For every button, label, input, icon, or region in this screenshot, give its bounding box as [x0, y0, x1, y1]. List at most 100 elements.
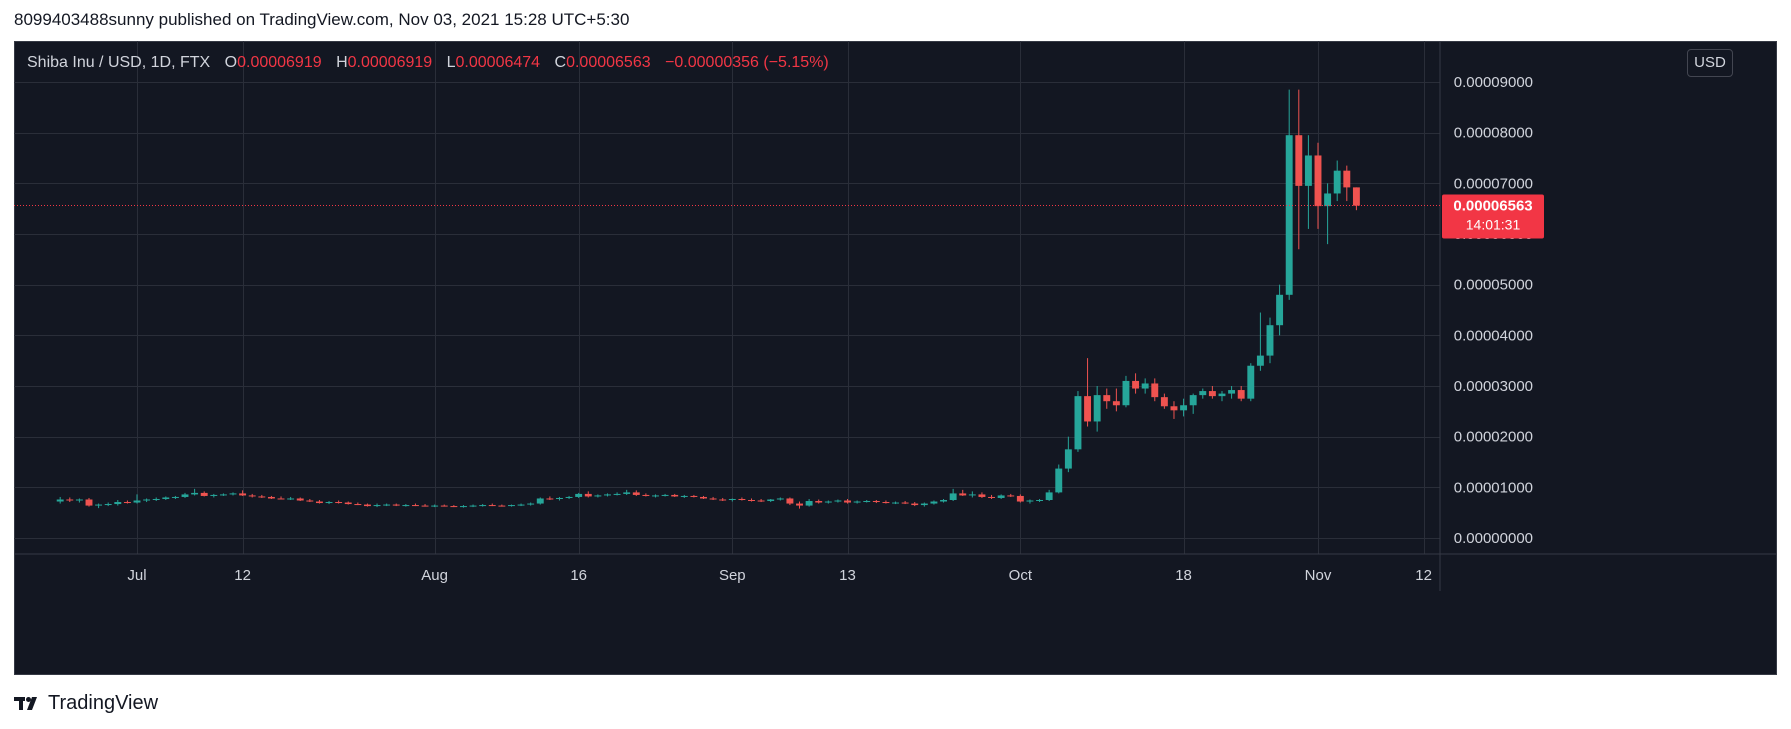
last-price-tag-countdown: 14:01:31	[1466, 216, 1521, 232]
candle	[210, 493, 218, 498]
candle	[892, 501, 899, 505]
tradingview-brand: TradingView	[48, 691, 159, 714]
time-axis-label: 12	[1415, 567, 1432, 584]
candle-body	[1036, 500, 1044, 501]
candle-body	[325, 502, 333, 504]
candle	[805, 498, 813, 507]
candle	[56, 496, 64, 504]
candle	[95, 503, 103, 509]
candle	[1112, 388, 1120, 412]
candle-body	[1055, 468, 1063, 493]
candle	[661, 493, 669, 497]
open-label: O	[224, 54, 238, 71]
candle	[988, 494, 996, 499]
candle-body	[949, 493, 957, 500]
candle-body	[75, 499, 83, 501]
candle	[776, 497, 784, 501]
candle	[277, 496, 285, 500]
candle	[1314, 142, 1322, 229]
time-axis-label: Aug	[421, 567, 448, 584]
candle-body	[584, 493, 592, 497]
candle	[1228, 386, 1236, 399]
candle	[459, 505, 467, 508]
candle	[1247, 363, 1255, 402]
candle-body	[123, 502, 131, 504]
candle	[1045, 489, 1053, 502]
candle	[834, 499, 842, 503]
candle-body	[363, 504, 371, 507]
candle-body	[1084, 396, 1092, 422]
candle-body	[1324, 193, 1332, 207]
candle	[949, 488, 957, 502]
candle-body	[882, 502, 890, 504]
candle	[700, 495, 707, 499]
currency-button[interactable]: USD	[1687, 49, 1733, 77]
price-axis-label: 0.00008000	[1454, 125, 1533, 142]
candle-body	[853, 501, 861, 503]
candle	[1141, 378, 1149, 394]
price-axis-label: 0.00004000	[1454, 327, 1533, 344]
symbol-title[interactable]: Shiba Inu / USD, 1D, FTX	[27, 54, 211, 71]
time-axis-label: 13	[839, 567, 856, 584]
candle-body	[440, 505, 448, 507]
candle	[1276, 284, 1284, 336]
candle-body	[306, 500, 314, 502]
candle	[642, 493, 650, 497]
candle	[978, 492, 986, 498]
candle	[604, 493, 611, 497]
candle	[143, 498, 151, 503]
candle-body	[901, 502, 909, 504]
candle	[1352, 187, 1360, 211]
candle	[748, 498, 755, 502]
candle-body	[805, 501, 813, 506]
candle	[171, 495, 179, 499]
candle	[1189, 393, 1197, 414]
candle	[411, 503, 419, 507]
candle-body	[1093, 395, 1101, 422]
candle-body	[267, 496, 275, 499]
candle	[383, 503, 391, 507]
grid-lines	[14, 41, 1440, 554]
tradingview-logo[interactable]: TradingView	[14, 690, 158, 716]
candle-body	[911, 503, 919, 506]
candle	[1036, 498, 1044, 503]
last-price-tag-box	[1442, 194, 1544, 239]
candle-body	[1218, 393, 1226, 397]
candle-body	[421, 505, 429, 507]
candle-body	[104, 504, 112, 506]
candle-body	[1007, 495, 1015, 497]
candle	[901, 501, 909, 505]
candle	[248, 493, 256, 498]
open-value: 0.00006919	[237, 54, 322, 71]
price-axis-label: 0.00003000	[1454, 378, 1533, 395]
candle-body	[834, 500, 842, 502]
price-axis: 0.000090000.000080000.000070000.00006000…	[1454, 74, 1533, 547]
candle-body	[181, 494, 189, 497]
candle	[786, 497, 794, 506]
candle-body	[1122, 380, 1130, 406]
candle-body	[680, 495, 688, 497]
candle-body	[85, 499, 93, 506]
candle-body	[402, 505, 410, 507]
candle	[1151, 378, 1159, 402]
time-axis-label: Nov	[1305, 567, 1332, 584]
candle	[719, 497, 727, 502]
candle-body	[815, 501, 823, 503]
candle	[767, 498, 775, 503]
candle-body	[392, 504, 400, 506]
ohlc-legend: Shiba Inu / USD, 1D, FTX O0.00006919 H0.…	[27, 54, 829, 72]
candles	[56, 89, 1360, 509]
candle-body	[719, 499, 727, 501]
candle	[229, 492, 237, 496]
candle	[162, 496, 170, 500]
candle	[613, 492, 621, 496]
candle-body	[1285, 135, 1293, 295]
candle	[1295, 89, 1303, 250]
candle	[152, 497, 160, 502]
low-label: L	[446, 54, 456, 71]
candle-body	[1045, 492, 1053, 500]
candle-body	[968, 494, 976, 496]
chart-frame[interactable]	[14, 41, 1777, 675]
time-axis: Jul 12 Aug 16 Sep 13 Oct 18 Nov 12	[127, 567, 1432, 584]
